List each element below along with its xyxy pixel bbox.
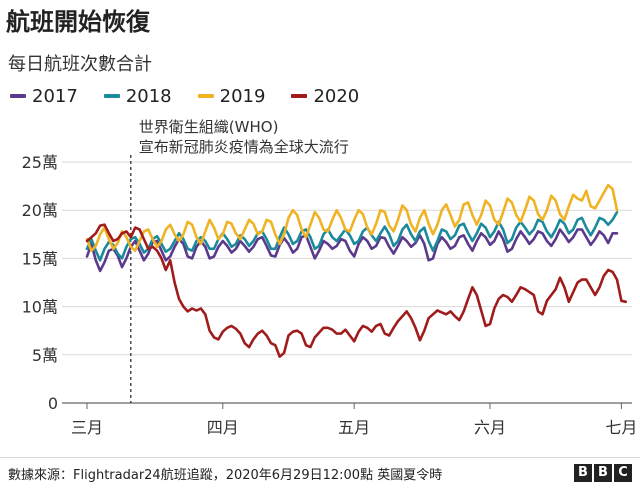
series-line-2020 — [85, 223, 627, 358]
bbc-logo-letter-2: B — [594, 464, 612, 482]
annotation-line-1: 世界衛生組織(WHO) — [139, 118, 279, 136]
chart-subtitle: 每日航班次數合計 — [8, 54, 152, 75]
x-tick-label-0: 三月 — [71, 418, 103, 437]
legend-label-2020: 2020 — [313, 85, 360, 107]
bbc-logo: B B C — [572, 464, 632, 482]
bbc-logo-letter-1: B — [574, 464, 592, 482]
series-line-2017 — [85, 228, 619, 273]
series-line-2019 — [85, 183, 619, 252]
legend-item-2019: 2019 — [197, 85, 266, 107]
footer: 數據來源：Flightradar24航班追蹤，2020年6月29日12:00點 … — [0, 457, 640, 490]
x-tick-label-4: 七月 — [605, 418, 637, 437]
series-line-2018 — [85, 210, 619, 262]
x-tick-label-3: 六月 — [474, 418, 506, 437]
legend-item-2020: 2020 — [291, 86, 359, 107]
source-text: 數據來源：Flightradar24航班追蹤，2020年6月29日12:00點 … — [8, 468, 443, 483]
legend-item-2018: 2018 — [103, 85, 172, 107]
x-tick-label-1: 四月 — [207, 418, 239, 437]
legend-label-2019: 2019 — [219, 85, 266, 107]
y-tick-label-3: 15萬 — [22, 249, 58, 268]
legend: 2017 2018 2019 2020 — [10, 84, 385, 108]
legend-swatch-2017 — [10, 94, 26, 98]
legend-label-2018: 2018 — [125, 85, 172, 107]
legend-item-2017: 2017 — [10, 86, 78, 107]
y-tick-label-2: 10萬 — [22, 298, 58, 317]
legend-swatch-2018 — [103, 94, 120, 98]
legend-swatch-2020 — [291, 94, 308, 98]
bbc-logo-letter-3: C — [614, 464, 632, 482]
legend-swatch-2019 — [197, 94, 214, 98]
y-tick-label-4: 20萬 — [22, 201, 58, 220]
chart-title: 航班開始恢復 — [6, 8, 150, 36]
y-tick-label-0: 0 — [48, 394, 58, 413]
annotation-line-2: 宣布新冠肺炎疫情為全球大流行 — [139, 138, 349, 156]
y-tick-label-1: 5萬 — [32, 346, 58, 365]
x-tick-label-2: 五月 — [338, 418, 370, 437]
legend-label-2017: 2017 — [32, 85, 78, 107]
y-tick-label-5: 25萬 — [22, 153, 58, 172]
